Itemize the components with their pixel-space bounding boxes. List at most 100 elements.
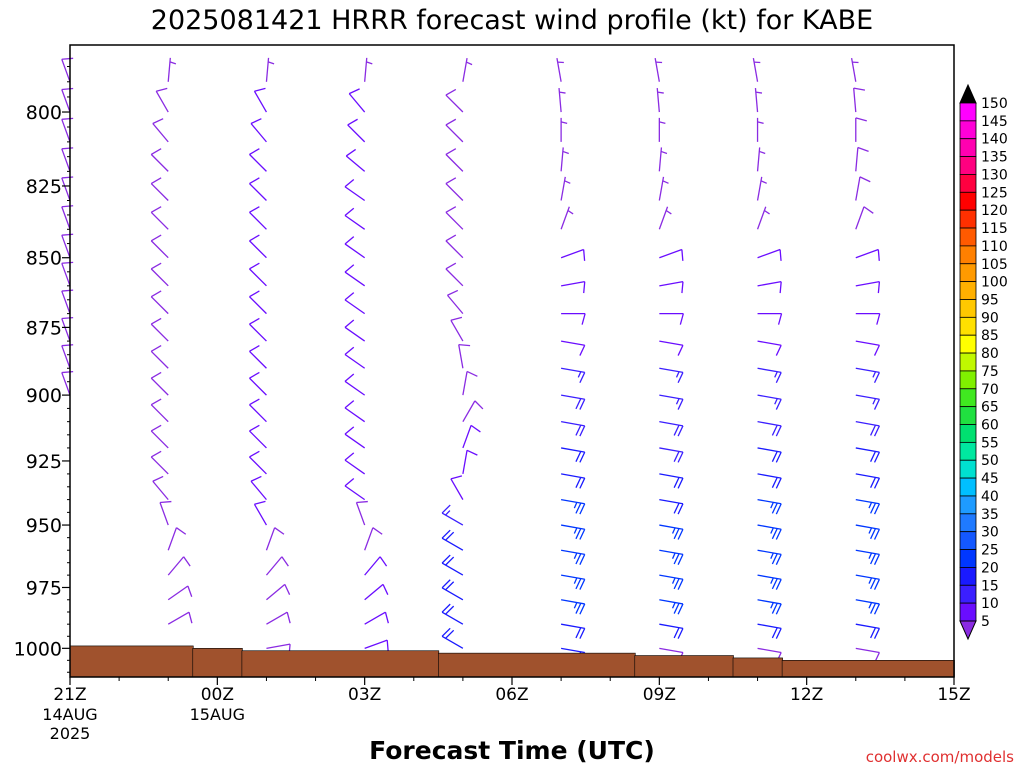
barb-full [584,282,585,293]
barb-full [776,452,781,462]
barb-full [151,235,161,241]
barb-full [776,426,781,436]
barb-full [160,502,171,503]
barb-staff [561,448,585,452]
barb-staff [758,525,782,529]
barb-staff [151,324,168,341]
barb-half [673,603,676,609]
barb-staff [561,500,585,504]
wind-barb [151,399,168,422]
barb-staff [249,378,266,395]
wind-barb [559,88,566,112]
barb-staff [854,88,856,112]
terrain-step [635,656,734,677]
barb-half [673,553,676,559]
barb-full [871,628,876,638]
barb-half [574,502,577,508]
barb-staff [345,408,365,422]
barb-staff [446,154,463,171]
colorbar-swatch [960,210,976,228]
barb-full [674,554,679,564]
wind-barb [856,118,867,142]
wind-barb [365,640,388,651]
colorbar-label: 20 [981,560,999,576]
wind-barb [557,58,564,82]
barb-half [677,372,680,378]
barb-full [62,345,73,346]
wind-barb [266,612,290,624]
barb-full [62,148,73,149]
barb-staff [249,351,266,368]
barb-full [878,250,879,261]
barb-full [447,290,457,295]
barb-full [871,579,876,589]
barb-full [446,149,456,155]
wind-barb [254,88,266,112]
barb-half [366,62,372,64]
wind-barb [251,119,266,142]
colorbar-label: 30 [981,525,999,541]
wind-barb [62,372,73,395]
barb-full [580,529,585,539]
wind-barb [659,525,683,539]
barb-staff [168,58,170,82]
barb-full [576,603,581,613]
barb-staff [758,341,782,345]
wind-barb [365,584,388,599]
barb-staff [442,513,463,525]
wind-barb [659,422,683,436]
barb-full [776,372,781,382]
barb-staff [151,297,168,314]
colorbar-label: 120 [981,203,1008,219]
barb-full [345,293,354,300]
wind-barb [758,422,782,436]
wind-barb [758,282,782,293]
barb-full [678,345,683,355]
colorbar-label: 135 [981,150,1008,166]
colorbar-swatch [960,264,976,282]
wind-barb [856,600,880,614]
barb-staff [561,600,585,604]
wind-barb [345,347,365,368]
barb-full [576,529,581,539]
y-tick-label: 950 [26,515,62,537]
barb-staff [153,123,168,141]
barb-full [584,250,585,261]
wind-barb [657,88,664,112]
barb-half [873,372,876,378]
wind-barb [442,555,463,575]
barb-full [875,529,880,539]
wind-barb [442,580,463,600]
barb-staff [249,324,266,341]
wind-barb [151,149,168,172]
barb-full [249,178,259,184]
wind-barb [348,119,365,142]
barb-staff [266,644,290,648]
wind-barb [345,237,365,258]
barb-staff [758,575,782,579]
barb-full [776,399,781,409]
wind-barb [856,147,869,171]
barb-staff [463,425,471,448]
wind-barb [249,207,266,230]
barb-staff [446,269,463,286]
wind-barb [758,448,782,462]
barb-staff [345,300,365,314]
barb-full [373,528,382,535]
colorbar-swatch [960,407,976,425]
barb-full [446,263,456,269]
colorbar-swatch [960,121,976,139]
terrain-step [193,648,243,677]
barb-staff [659,250,682,258]
wind-barb [856,624,880,638]
barb-half [578,372,581,378]
barb-staff [346,156,364,171]
wind-barb [561,314,585,325]
wind-barb [249,372,266,395]
colorbar-swatch [960,353,976,371]
wind-barb [62,262,73,285]
wind-barb [854,88,865,112]
barb-staff [62,373,70,396]
barb-staff [249,212,266,229]
